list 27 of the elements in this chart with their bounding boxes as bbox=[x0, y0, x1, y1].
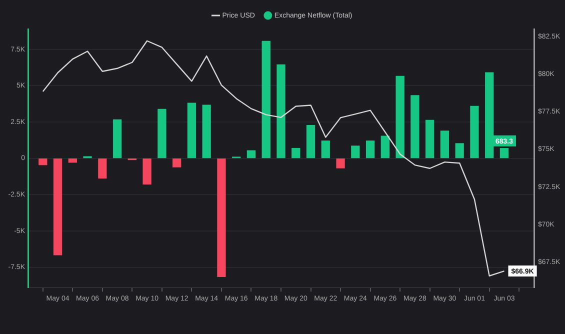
bar bbox=[440, 130, 450, 158]
bar bbox=[351, 146, 360, 158]
bar bbox=[68, 158, 77, 163]
bar bbox=[276, 64, 286, 158]
bar bbox=[172, 158, 182, 168]
bar bbox=[410, 95, 420, 158]
bar bbox=[292, 148, 300, 158]
bar bbox=[112, 119, 122, 158]
bar bbox=[306, 124, 316, 158]
bar bbox=[217, 158, 226, 278]
bar bbox=[262, 40, 270, 158]
bar bbox=[246, 150, 256, 158]
bar bbox=[470, 106, 479, 158]
bar bbox=[396, 76, 404, 158]
bar bbox=[202, 104, 211, 158]
bar bbox=[187, 102, 196, 158]
bar bbox=[380, 136, 390, 158]
bar bbox=[425, 120, 434, 158]
bar bbox=[53, 158, 62, 256]
bar bbox=[142, 158, 152, 184]
bar bbox=[336, 158, 345, 168]
bar bbox=[321, 140, 330, 158]
bar bbox=[38, 158, 48, 166]
bar bbox=[98, 158, 107, 179]
bar bbox=[158, 108, 166, 158]
bar bbox=[455, 143, 464, 158]
bar bbox=[366, 140, 375, 158]
